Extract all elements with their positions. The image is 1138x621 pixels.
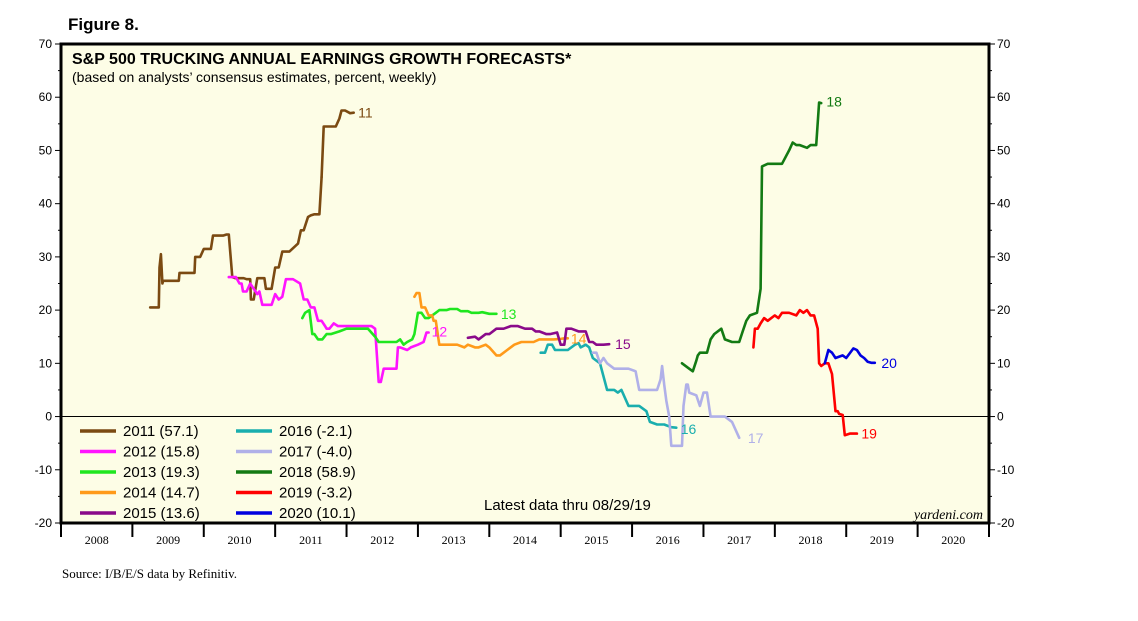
series-line-2014 xyxy=(413,291,570,357)
source-note: Source: I/B/E/S data by Refinitiv. xyxy=(62,566,237,581)
series-end-label-18: 18 xyxy=(826,93,842,109)
series-line-2017 xyxy=(591,351,741,448)
x-year-label: 2011 xyxy=(299,533,323,547)
series-line-2012 xyxy=(227,275,430,384)
chart-title: S&P 500 TRUCKING ANNUAL EARNINGS GROWTH … xyxy=(72,51,572,68)
y-tick-label-right: 50 xyxy=(997,143,1011,157)
series-end-label-15: 15 xyxy=(615,336,631,352)
series-line-2016 xyxy=(539,341,678,430)
y-tick-label-right: 70 xyxy=(997,37,1011,51)
y-tick-label-right: 30 xyxy=(997,250,1011,264)
chart-subtitle: (based on analysts’ consensus estimates,… xyxy=(72,69,436,85)
y-tick-label-left: 30 xyxy=(39,250,53,264)
series-line-2011b xyxy=(320,109,356,179)
x-year-label: 2016 xyxy=(656,533,680,547)
y-tick-label-right: -10 xyxy=(997,463,1015,477)
y-tick-label-right: 60 xyxy=(997,90,1011,104)
x-year-label: 2015 xyxy=(584,533,608,547)
series-end-label-14: 14 xyxy=(571,330,587,346)
y-tick-label-left: -10 xyxy=(35,463,53,477)
legend-label-2015: 2015 (13.6) xyxy=(123,505,200,522)
series-end-label-12: 12 xyxy=(432,323,448,339)
x-year-label: 2009 xyxy=(156,533,180,547)
watermark-yardeni: yardeni.com xyxy=(912,508,983,523)
y-tick-label-left: -20 xyxy=(35,516,53,530)
series-line-2015 xyxy=(466,324,611,347)
legend-label-2017: 2017 (-4.0) xyxy=(279,444,352,461)
x-year-label: 2020 xyxy=(941,533,965,547)
x-year-label: 2018 xyxy=(799,533,823,547)
series-end-label-13: 13 xyxy=(501,306,517,322)
y-tick-label-left: 40 xyxy=(39,197,53,211)
legend: 2011 (57.1) 2012 (15.8) 2013 (19.3) 2014 (1… xyxy=(80,423,356,522)
latest-data-note: Latest data thru 08/29/19 xyxy=(484,497,651,514)
series-end-label-16: 16 xyxy=(681,421,697,437)
figure-label: Figure 8. xyxy=(68,15,139,34)
legend-label-2018: 2018 (58.9) xyxy=(279,464,356,481)
y-tick-label-right: -20 xyxy=(997,516,1015,530)
y-tick-label-right: 10 xyxy=(997,356,1011,370)
series-line-2018 xyxy=(680,101,823,373)
y-tick-label-left: 10 xyxy=(39,356,53,370)
y-tick-label-left: 50 xyxy=(39,143,53,157)
legend-label-2012: 2012 (15.8) xyxy=(123,444,200,461)
legend-label-2013: 2013 (19.3) xyxy=(123,464,200,481)
plot-panel xyxy=(59,42,991,525)
y-tick-label-left: 70 xyxy=(39,37,53,51)
legend-label-2011: 2011 (57.1) xyxy=(123,423,199,440)
legend-label-2019: 2019 (-3.2) xyxy=(279,485,352,502)
series-end-label-11: 11 xyxy=(358,105,373,121)
x-year-label: 2019 xyxy=(870,533,894,547)
y-tick-label-left: 60 xyxy=(39,90,53,104)
series-line-2019 xyxy=(752,308,859,437)
series-line-2011 xyxy=(148,175,323,309)
y-tick-label-right: 20 xyxy=(997,303,1011,317)
x-year-label: 2008 xyxy=(85,533,109,547)
y-tick-label-left: 20 xyxy=(39,303,53,317)
y-tick-label-left: 0 xyxy=(45,410,52,424)
y-tick-label-right: 0 xyxy=(997,410,1004,424)
y-tick-label-right: 40 xyxy=(997,197,1011,211)
x-year-label: 2017 xyxy=(727,533,751,547)
legend-label-2014: 2014 (14.7) xyxy=(123,485,200,502)
series-end-label-19: 19 xyxy=(861,426,877,442)
series-line-2020 xyxy=(823,347,877,365)
legend-label-2020: 2020 (10.1) xyxy=(279,505,356,522)
x-year-label: 2010 xyxy=(227,533,251,547)
series-end-label-17: 17 xyxy=(748,430,764,446)
x-year-label: 2012 xyxy=(370,533,394,547)
legend-label-2016: 2016 (-2.1) xyxy=(279,423,352,440)
series-line-2013 xyxy=(300,307,498,347)
series-end-label-20: 20 xyxy=(881,355,897,371)
x-year-label: 2013 xyxy=(442,533,466,547)
x-year-label: 2014 xyxy=(513,533,537,547)
